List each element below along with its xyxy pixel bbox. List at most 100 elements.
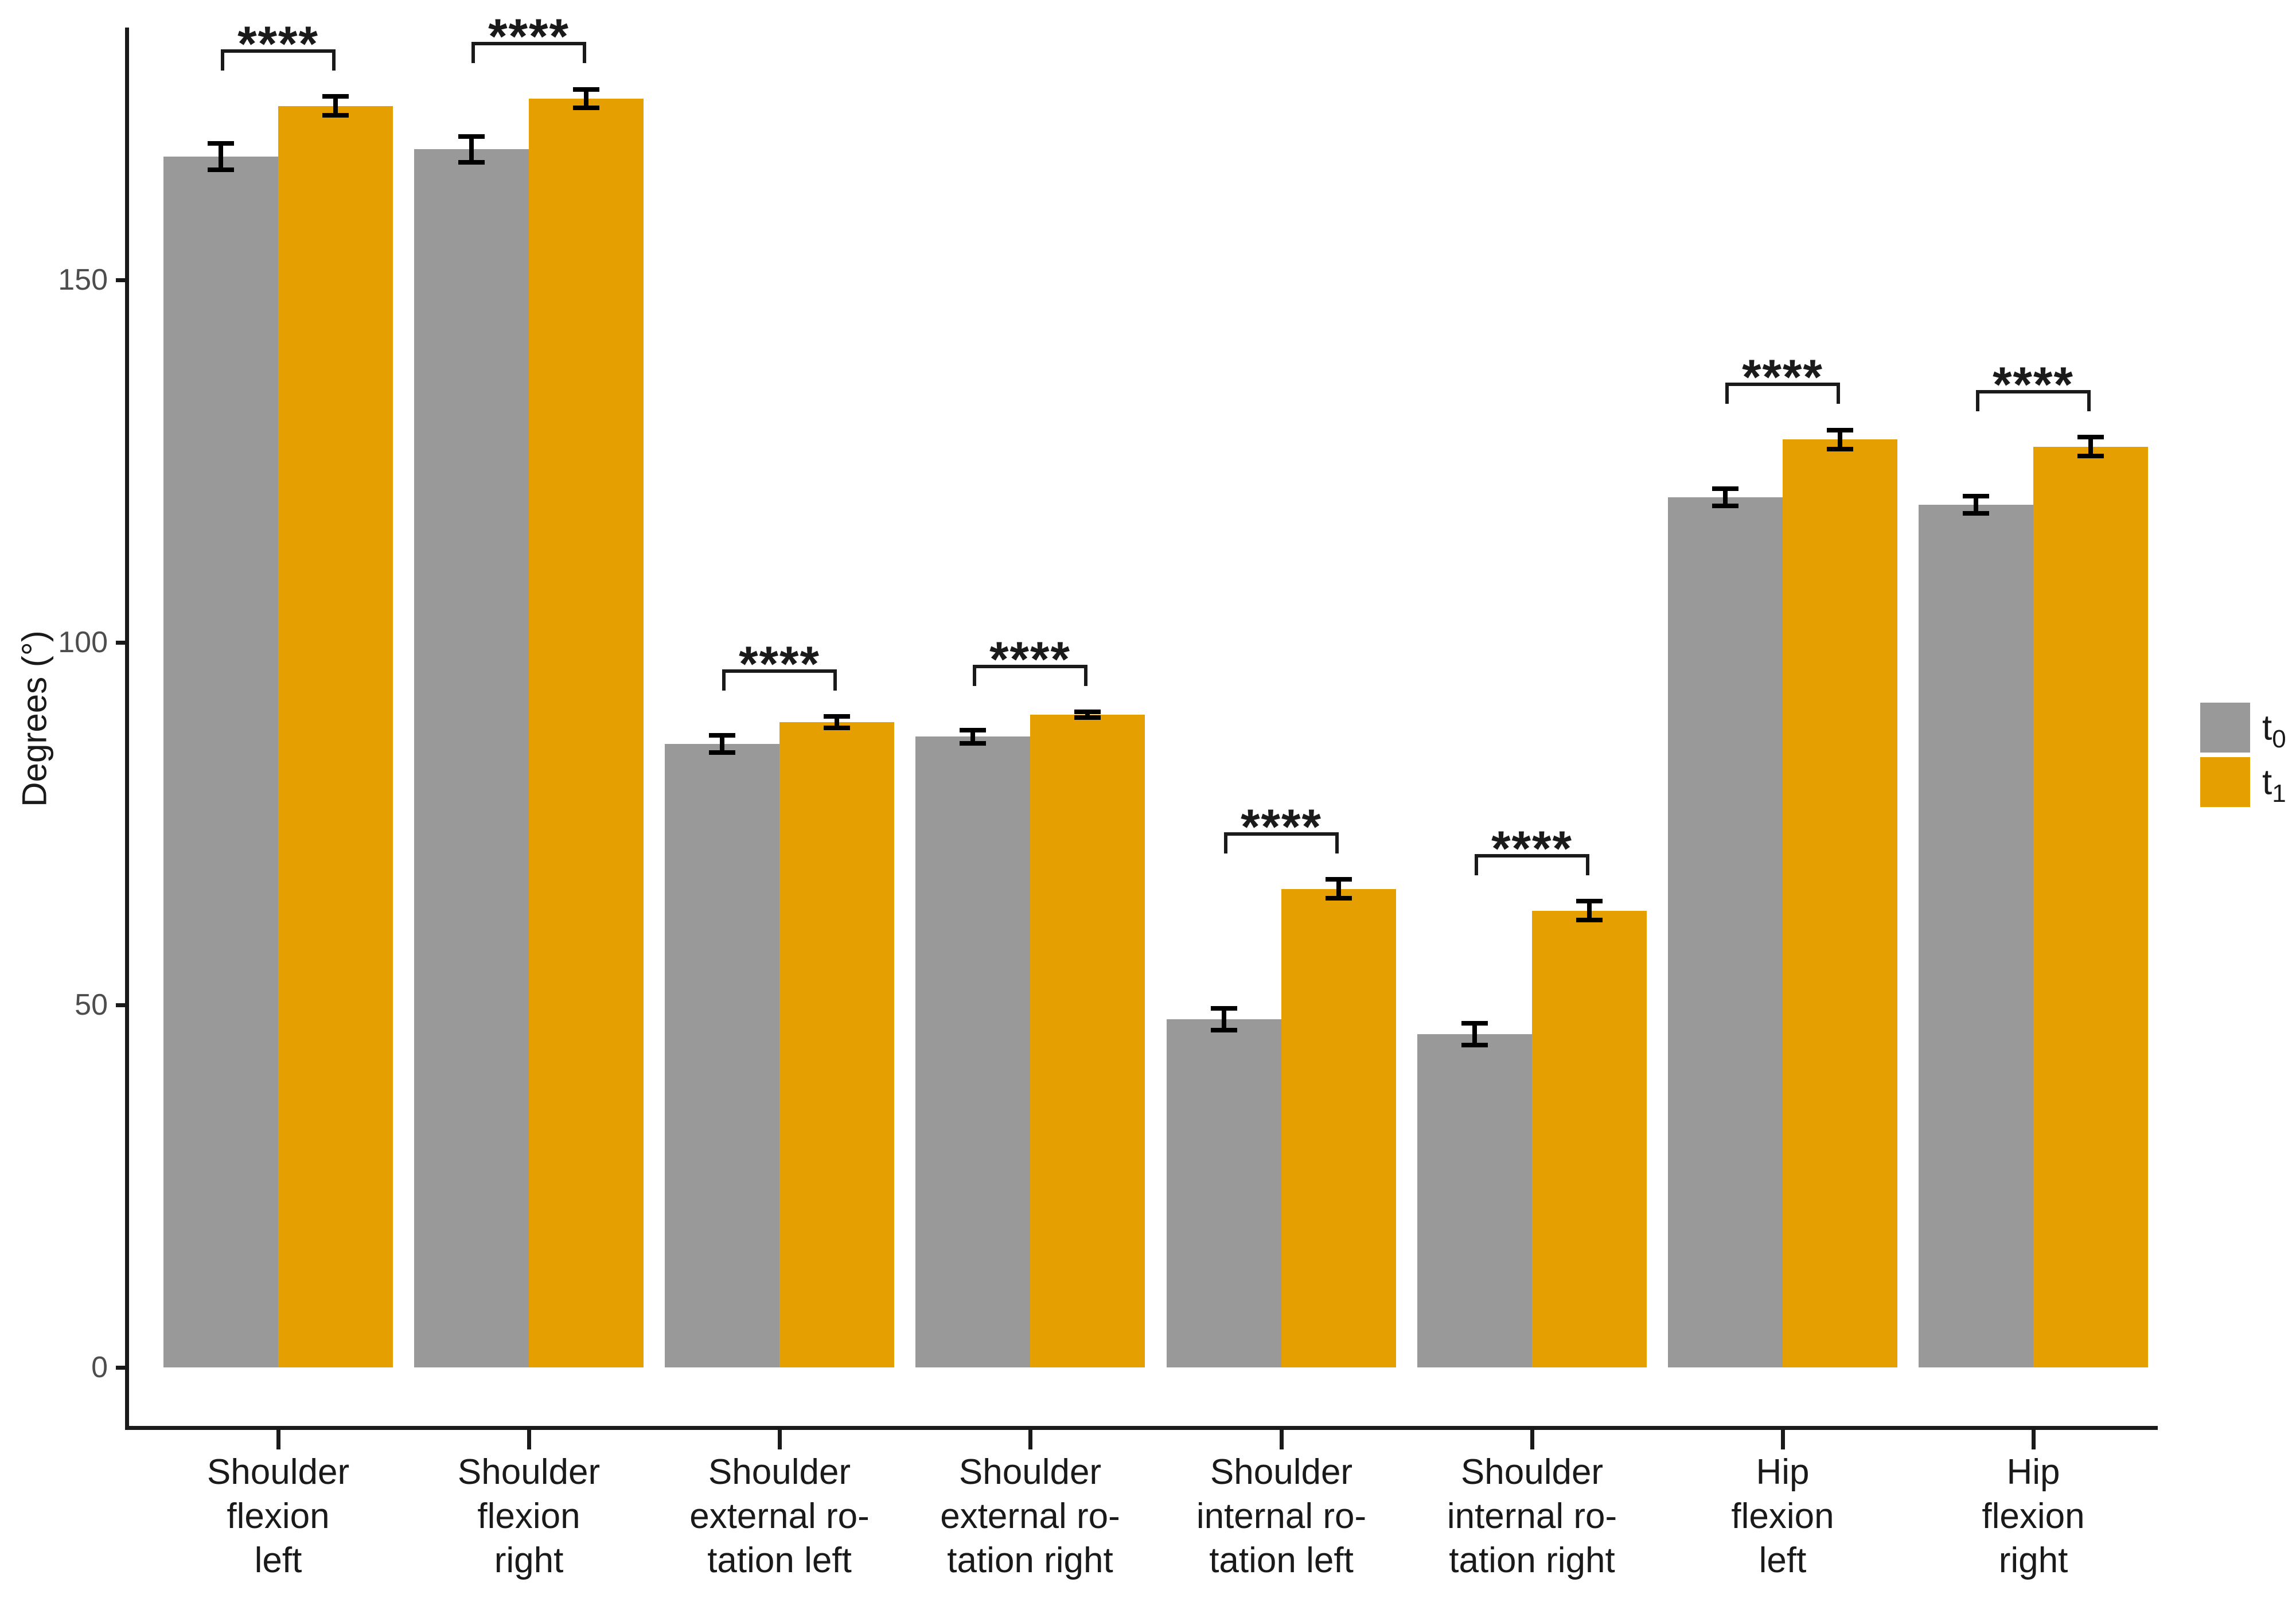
significance-bracket-right-drop xyxy=(1586,854,1589,875)
error-bar-cap-bottom xyxy=(2077,454,2104,458)
error-bar-cap-bottom xyxy=(208,167,234,172)
legend-label-t0: t0 xyxy=(2262,708,2286,753)
legend-item-t1: t1 xyxy=(2200,757,2296,807)
x-category-label: Shoulder internal ro-tation right xyxy=(1447,1450,1617,1583)
bar-t1 xyxy=(1532,911,1647,1367)
error-bar-cap-top xyxy=(1074,710,1101,714)
significance-bracket-left-drop xyxy=(722,669,726,691)
x-category-label-line: tation left xyxy=(1209,1541,1354,1580)
x-category-label: Hip flexion right xyxy=(1982,1450,2084,1583)
x-tick-mark xyxy=(778,1430,782,1449)
significance-bracket xyxy=(722,669,837,673)
y-tick-mark xyxy=(116,1366,125,1370)
bar-t0 xyxy=(665,744,779,1367)
bar-t0 xyxy=(414,149,529,1367)
y-axis-line xyxy=(125,28,129,1430)
x-category-label-line: right xyxy=(494,1541,564,1580)
error-bar-cap-top xyxy=(458,134,485,139)
legend-swatch-t1 xyxy=(2200,757,2250,807)
significance-stars: **** xyxy=(989,632,1071,687)
error-bar-cap-bottom xyxy=(1074,715,1101,720)
legend-item-t0: t0 xyxy=(2200,703,2296,753)
error-bar-line xyxy=(1085,712,1090,718)
significance-bracket-left-drop xyxy=(1224,832,1227,853)
significance-bracket-left-drop xyxy=(973,665,976,686)
significance-stars: **** xyxy=(1491,821,1573,876)
x-category-label-line: Shoulder xyxy=(1210,1452,1353,1492)
y-tick-label: 150 xyxy=(58,263,108,297)
x-category-label-line: internal ro- xyxy=(1196,1496,1367,1536)
error-bar-cap-top xyxy=(1576,899,1603,903)
y-tick-label: 50 xyxy=(75,988,108,1022)
bar-t1 xyxy=(1281,889,1396,1367)
error-bar-cap-top xyxy=(1712,486,1738,491)
significance-bracket xyxy=(471,42,586,45)
bar-t1 xyxy=(2033,447,2148,1367)
bar-t0 xyxy=(1167,1019,1281,1367)
x-tick-mark xyxy=(527,1430,531,1449)
error-bar-line xyxy=(1723,489,1728,506)
significance-bracket-left-drop xyxy=(471,42,475,63)
significance-stars: **** xyxy=(1241,800,1322,855)
y-tick-label: 100 xyxy=(58,626,108,659)
significance-bracket-right-drop xyxy=(332,49,336,71)
x-tick-mark xyxy=(2032,1430,2036,1449)
bar-t1 xyxy=(1783,439,1897,1367)
error-bar-cap-bottom xyxy=(458,160,485,165)
error-bar-cap-top xyxy=(1461,1021,1488,1026)
error-bar-cap-bottom xyxy=(1827,447,1853,451)
x-tick-mark xyxy=(1280,1430,1284,1449)
error-bar-cap-top xyxy=(322,94,349,99)
bar-t1 xyxy=(779,722,894,1367)
significance-stars: **** xyxy=(1993,357,2074,412)
error-bar-cap-top xyxy=(208,141,234,146)
error-bar-cap-bottom xyxy=(1963,511,1989,516)
error-bar-line xyxy=(1587,901,1592,920)
x-category-label-line: flexion xyxy=(477,1496,580,1536)
x-category-label: Shoulder external ro-tation right xyxy=(940,1450,1120,1583)
legend-swatch-t0 xyxy=(2200,703,2250,753)
bar-t0 xyxy=(1417,1034,1532,1367)
significance-bracket-right-drop xyxy=(833,669,837,691)
error-bar-cap-bottom xyxy=(709,750,735,755)
x-category-label-line: left xyxy=(254,1541,302,1580)
error-bar-cap-top xyxy=(709,733,735,738)
x-tick-mark xyxy=(1530,1430,1534,1449)
error-bar-cap-bottom xyxy=(573,106,599,110)
bar-t1 xyxy=(529,99,644,1367)
significance-stars: **** xyxy=(1742,350,1823,405)
x-tick-mark xyxy=(1781,1430,1785,1449)
significance-bracket-right-drop xyxy=(2087,390,2091,411)
x-axis-line xyxy=(125,1426,2158,1430)
x-category-label-line: Shoulder xyxy=(708,1452,851,1492)
error-bar-cap-top xyxy=(824,714,850,719)
error-bar-line xyxy=(1222,1008,1226,1030)
significance-stars: **** xyxy=(237,17,319,72)
bar-t0 xyxy=(1919,505,2033,1367)
error-bar-cap-bottom xyxy=(1326,896,1352,901)
significance-bracket xyxy=(1475,854,1589,858)
significance-bracket-left-drop xyxy=(1475,854,1478,875)
x-category-label: Hip flexion left xyxy=(1731,1450,1834,1583)
significance-bracket xyxy=(973,665,1087,668)
x-category-label: Shoulder flexion right xyxy=(458,1450,600,1583)
x-category-label-line: Shoulder xyxy=(958,1452,1102,1492)
x-tick-mark xyxy=(276,1430,280,1449)
error-bar-line xyxy=(1838,430,1842,449)
x-category-label: Shoulder flexion left xyxy=(207,1450,349,1583)
x-category-label-line: Hip xyxy=(1756,1452,1810,1492)
significance-bracket xyxy=(1725,383,1840,386)
error-bar-line xyxy=(219,143,223,170)
error-bar-cap-bottom xyxy=(1712,504,1738,508)
bar-t0 xyxy=(1668,497,1783,1367)
y-tick-mark xyxy=(116,641,125,645)
error-bar-cap-bottom xyxy=(1461,1043,1488,1047)
error-bar-line xyxy=(584,89,588,108)
error-bar-cap-top xyxy=(1326,877,1352,882)
error-bar-line xyxy=(835,716,839,728)
y-tick-mark xyxy=(116,1003,125,1007)
error-bar-line xyxy=(1336,879,1341,898)
x-category-label-line: tation left xyxy=(707,1541,852,1580)
x-tick-mark xyxy=(1028,1430,1032,1449)
x-category-label-line: Shoulder xyxy=(1460,1452,1604,1492)
